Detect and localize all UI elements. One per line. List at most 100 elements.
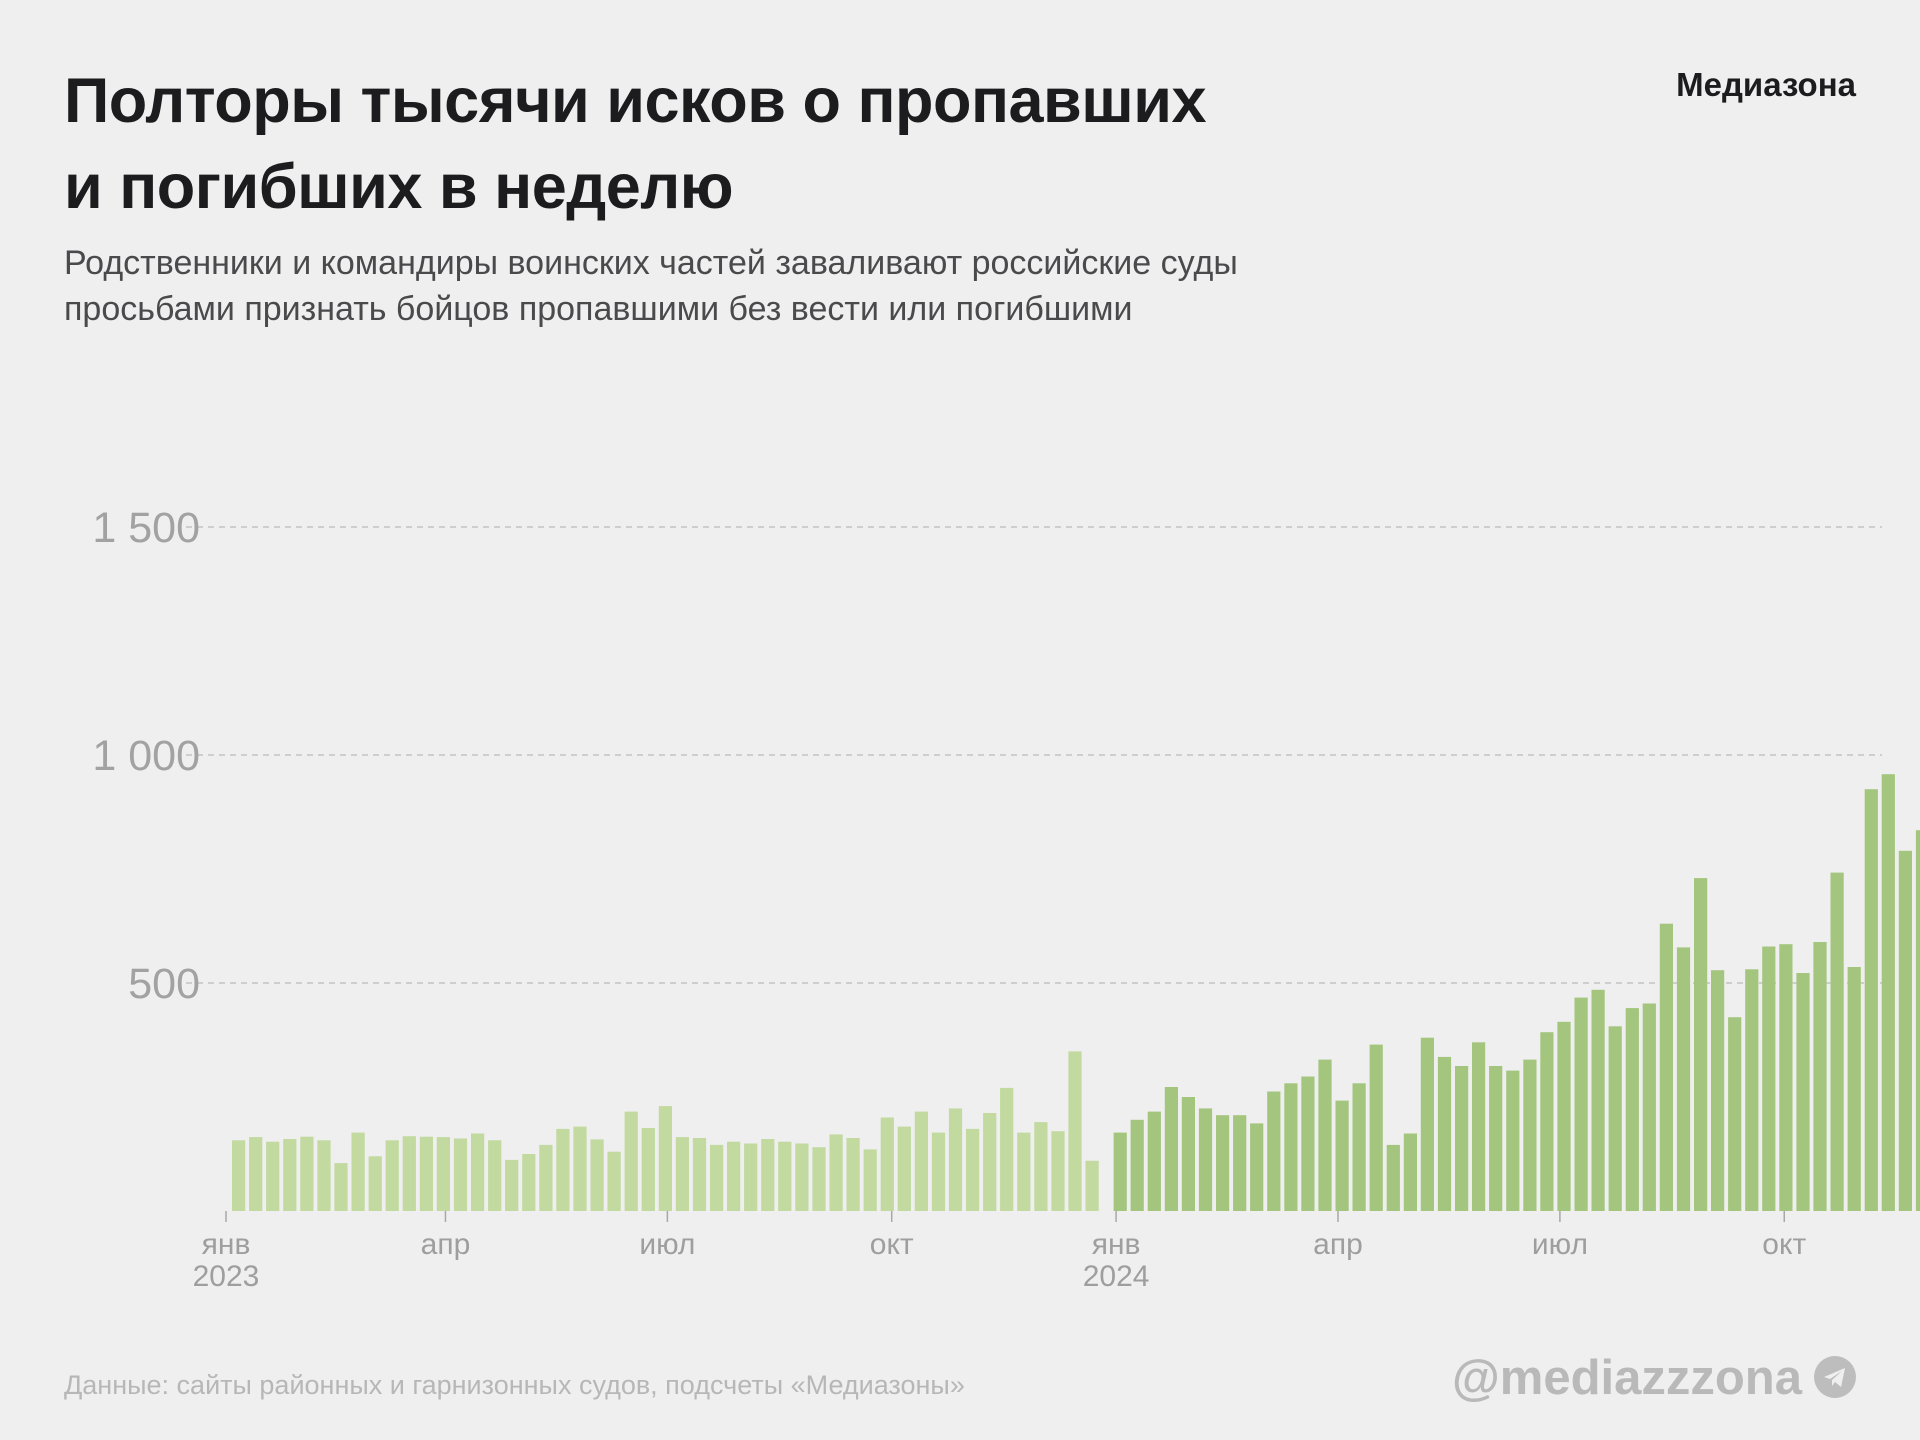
x-tick-label-month: янв <box>202 1228 251 1261</box>
bar <box>727 1141 741 1211</box>
bar <box>1085 1160 1099 1211</box>
bar <box>880 1117 894 1211</box>
x-tick-label-month: апр <box>421 1228 471 1261</box>
title-line-2: и погибших в неделю <box>64 152 734 222</box>
bar <box>266 1141 280 1211</box>
bar <box>317 1140 331 1211</box>
bar <box>419 1136 433 1211</box>
bar <box>334 1163 348 1211</box>
bar <box>1233 1115 1247 1211</box>
y-tick-label: 500 <box>128 960 200 1008</box>
bar <box>1352 1083 1366 1211</box>
bar <box>1000 1087 1014 1211</box>
bar <box>846 1138 860 1211</box>
bar <box>1762 946 1776 1211</box>
bar <box>573 1126 587 1211</box>
bar <box>1420 1037 1434 1211</box>
data-source-note: Данные: сайты районных и гарнизонных суд… <box>64 1370 965 1400</box>
bar <box>351 1132 365 1211</box>
bar <box>402 1136 416 1211</box>
bar <box>539 1144 553 1211</box>
bar <box>436 1137 450 1211</box>
bar <box>1830 872 1844 1211</box>
bar <box>556 1128 570 1211</box>
subtitle-line-2: просьбами признать бойцов пропавшими без… <box>64 290 1133 328</box>
bar <box>1455 1066 1469 1211</box>
title-line-1: Полторы тысячи исков о пропавших <box>64 66 1207 136</box>
bar <box>1386 1144 1400 1211</box>
bar <box>641 1128 655 1211</box>
bar <box>1898 850 1912 1211</box>
chart-title: Полторы тысячи исков о пропавших и погиб… <box>64 58 1464 230</box>
x-tick-label-year: 2024 <box>1083 1260 1150 1293</box>
bar <box>1728 1017 1742 1211</box>
bar <box>488 1140 502 1211</box>
bar <box>1335 1100 1349 1211</box>
bar <box>761 1139 775 1211</box>
bar <box>1113 1132 1127 1211</box>
bar <box>1659 923 1673 1211</box>
bar <box>1779 944 1793 1211</box>
bar <box>590 1139 604 1211</box>
bar <box>1813 942 1827 1211</box>
bar <box>1608 1026 1622 1211</box>
bar <box>948 1108 963 1211</box>
bar <box>249 1137 263 1211</box>
x-tick-label-month: июл <box>639 1228 695 1261</box>
bar <box>1847 967 1861 1211</box>
bar <box>1403 1133 1417 1211</box>
bar <box>914 1111 928 1211</box>
bar <box>1164 1087 1178 1211</box>
bar <box>744 1143 758 1211</box>
bar <box>1437 1056 1452 1211</box>
chart-subtitle: Родственники и командиры воинских частей… <box>64 240 1564 332</box>
x-tick-label-month: апр <box>1313 1228 1363 1261</box>
x-tick-label-year: 2023 <box>193 1260 260 1293</box>
bar <box>1506 1070 1520 1211</box>
subtitle-line-1: Родственники и командиры воинских частей… <box>64 244 1238 282</box>
bar <box>1625 1008 1639 1211</box>
bar <box>505 1159 519 1211</box>
telegram-icon[interactable] <box>1814 1356 1856 1398</box>
bar <box>1676 947 1691 1211</box>
bar <box>1881 774 1895 1211</box>
bar <box>232 1140 246 1211</box>
bar <box>1642 1003 1656 1211</box>
bar <box>812 1147 826 1211</box>
bar <box>1557 1021 1571 1211</box>
bar <box>1216 1115 1230 1211</box>
bar <box>1051 1131 1065 1211</box>
social-handle[interactable]: @mediazzzona <box>1451 1351 1802 1405</box>
bar <box>453 1138 468 1211</box>
y-tick-label: 1 000 <box>92 732 200 780</box>
bar <box>624 1111 638 1211</box>
bar <box>471 1133 485 1211</box>
bar <box>1694 878 1708 1211</box>
bar <box>1250 1123 1264 1211</box>
bar <box>1540 1032 1554 1211</box>
bar <box>1130 1119 1144 1211</box>
bar <box>607 1151 621 1211</box>
bar <box>966 1128 980 1211</box>
bar <box>1915 830 1920 1211</box>
x-tick-label-month: янв <box>1092 1228 1141 1261</box>
bar <box>863 1149 877 1211</box>
bar <box>385 1140 399 1211</box>
brand-logo: Медиазона <box>1676 66 1856 103</box>
bar <box>283 1139 297 1211</box>
bar <box>300 1136 314 1211</box>
bar <box>983 1113 997 1211</box>
bar <box>1318 1059 1332 1211</box>
x-tick-label-month: окт <box>1762 1228 1806 1261</box>
bar <box>1574 997 1588 1211</box>
bar <box>1034 1122 1048 1211</box>
bar <box>675 1137 689 1211</box>
bar <box>1489 1066 1503 1211</box>
bar <box>1017 1132 1031 1211</box>
x-tick-label-month: окт <box>870 1228 914 1261</box>
bar <box>1181 1097 1195 1211</box>
bar <box>1198 1108 1213 1211</box>
bar <box>1284 1083 1298 1211</box>
bar <box>829 1134 843 1211</box>
